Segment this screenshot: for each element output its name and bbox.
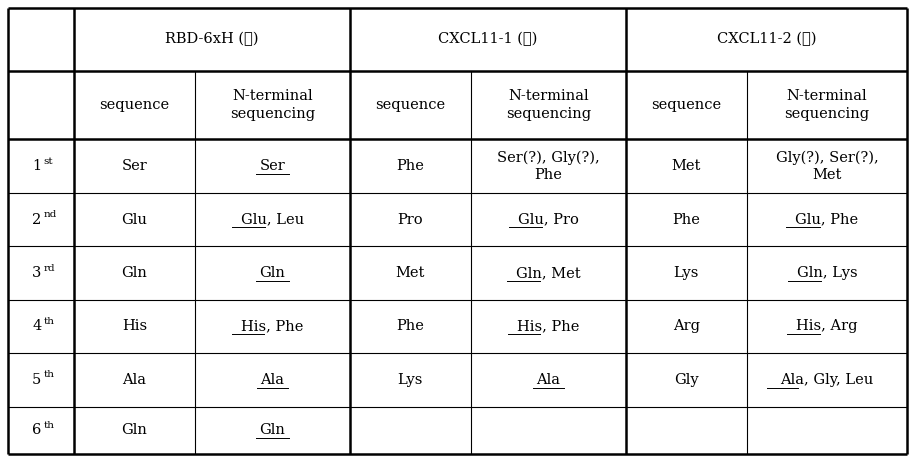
Text: Ala, Gly, Leu: Ala, Gly, Leu xyxy=(780,373,874,387)
Text: CXCL11-1 (②): CXCL11-1 (②) xyxy=(438,32,537,47)
Text: th: th xyxy=(44,421,55,430)
Text: Gln: Gln xyxy=(259,266,285,280)
Text: 2: 2 xyxy=(32,213,41,227)
Text: Gly: Gly xyxy=(674,373,699,387)
Text: Ala: Ala xyxy=(815,373,839,387)
Text: Gln: Gln xyxy=(814,266,840,280)
Text: His: His xyxy=(536,319,561,334)
Text: N-terminal
sequencing: N-terminal sequencing xyxy=(230,89,315,121)
Text: sequence: sequence xyxy=(651,98,721,112)
Text: His: His xyxy=(814,319,840,334)
Text: sequence: sequence xyxy=(99,98,169,112)
Text: Ser: Ser xyxy=(122,159,147,173)
Text: th: th xyxy=(44,371,55,379)
Text: Glu: Glu xyxy=(814,213,840,227)
Text: Gln, Lys: Gln, Lys xyxy=(797,266,857,280)
Text: Gln, Met: Gln, Met xyxy=(516,266,581,280)
Text: Gln: Gln xyxy=(259,266,285,280)
Text: Gln: Gln xyxy=(122,423,147,438)
Text: Ala: Ala xyxy=(536,373,560,387)
Text: 3: 3 xyxy=(32,266,41,280)
Text: Phe: Phe xyxy=(673,213,700,227)
Text: His: His xyxy=(260,319,285,334)
Text: Gln: Gln xyxy=(259,423,285,438)
Text: Phe: Phe xyxy=(396,159,425,173)
Text: Ser: Ser xyxy=(260,159,285,173)
Text: Gln: Gln xyxy=(535,266,561,280)
Text: His, Arg: His, Arg xyxy=(796,319,857,334)
Text: RBD-6xH (①): RBD-6xH (①) xyxy=(165,32,258,47)
Text: Ser(?), Gly(?),
Phe: Ser(?), Gly(?), Phe xyxy=(497,150,599,182)
Text: 1: 1 xyxy=(32,159,41,173)
Text: Lys: Lys xyxy=(398,373,423,387)
Text: rd: rd xyxy=(44,263,56,273)
Text: Ala: Ala xyxy=(123,373,146,387)
Text: Glu: Glu xyxy=(259,213,285,227)
Text: Lys: Lys xyxy=(673,266,699,280)
Text: Ala: Ala xyxy=(260,373,285,387)
Text: 4: 4 xyxy=(32,319,41,334)
Text: Met: Met xyxy=(672,159,701,173)
Text: 6: 6 xyxy=(32,423,41,438)
Text: CXCL11-2 (③): CXCL11-2 (③) xyxy=(716,32,816,47)
Text: Ala: Ala xyxy=(260,373,285,387)
Text: th: th xyxy=(44,317,55,326)
Text: Pro: Pro xyxy=(397,213,423,227)
Text: Gln: Gln xyxy=(122,266,147,280)
Text: Glu, Leu: Glu, Leu xyxy=(241,213,304,227)
Text: His: His xyxy=(122,319,147,334)
Text: Arg: Arg xyxy=(673,319,700,334)
Text: Glu, Phe: Glu, Phe xyxy=(795,213,858,227)
Text: 5: 5 xyxy=(32,373,41,387)
Text: Phe: Phe xyxy=(396,319,425,334)
Text: His, Phe: His, Phe xyxy=(517,319,579,334)
Text: Glu, Pro: Glu, Pro xyxy=(518,213,578,227)
Text: Gly(?), Ser(?),
Met: Gly(?), Ser(?), Met xyxy=(776,150,878,182)
Text: Glu: Glu xyxy=(535,213,561,227)
Text: His, Phe: His, Phe xyxy=(242,319,304,334)
Text: N-terminal
sequencing: N-terminal sequencing xyxy=(784,89,869,121)
Text: Gln: Gln xyxy=(259,423,285,438)
Text: sequence: sequence xyxy=(375,98,446,112)
Text: Glu: Glu xyxy=(122,213,147,227)
Text: Met: Met xyxy=(395,266,425,280)
Text: st: st xyxy=(44,157,53,166)
Text: N-terminal
sequencing: N-terminal sequencing xyxy=(506,89,591,121)
Text: Ala: Ala xyxy=(536,373,560,387)
Text: Ser: Ser xyxy=(260,159,285,173)
Text: nd: nd xyxy=(44,210,58,219)
